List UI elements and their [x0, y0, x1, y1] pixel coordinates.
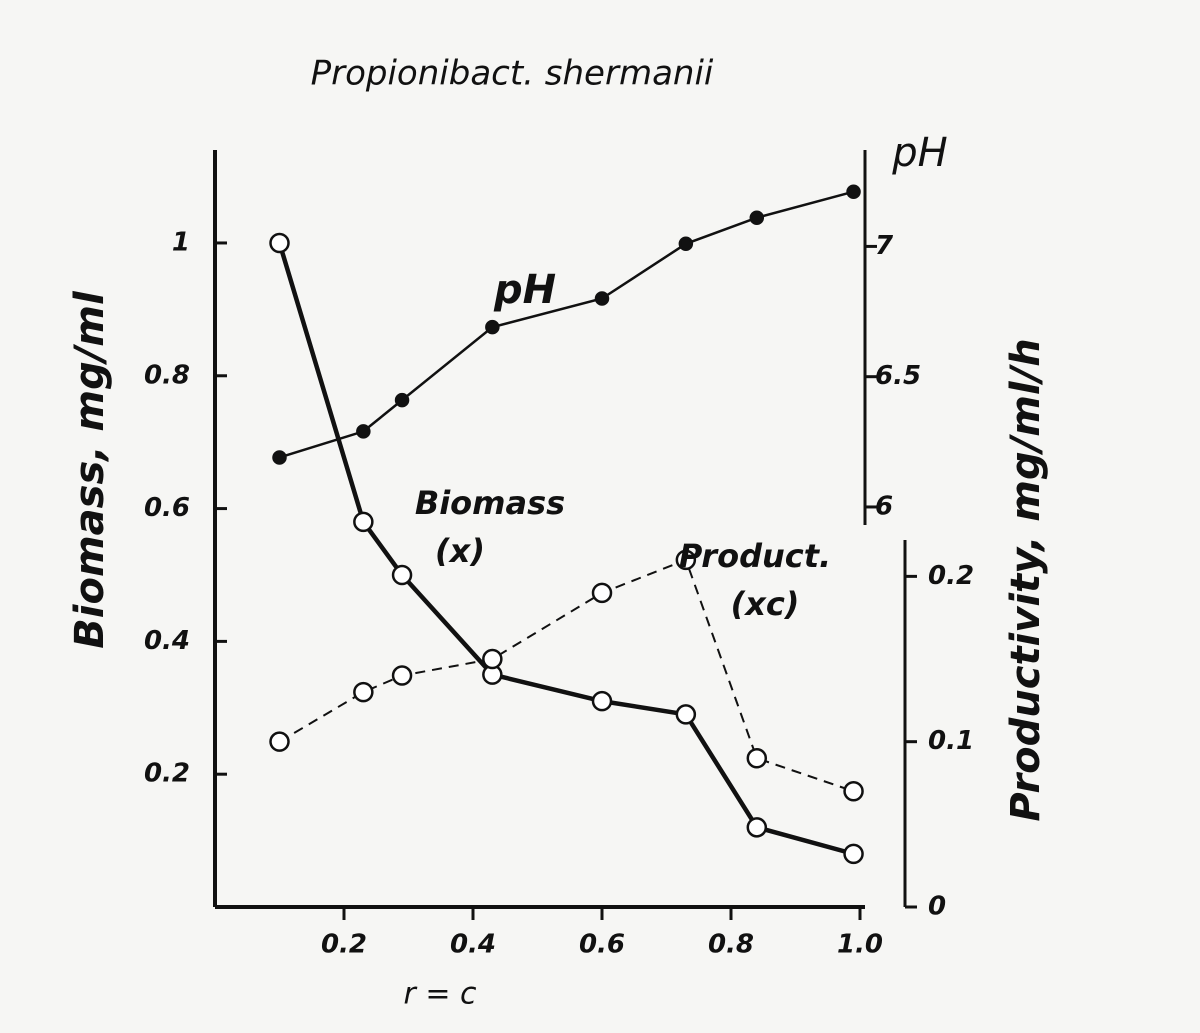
x-tick-label: 0.2 — [321, 930, 367, 960]
annotation: (xc) — [731, 585, 800, 623]
x-tick-label: 1.0 — [837, 930, 883, 960]
marker — [353, 681, 374, 703]
marker — [746, 747, 768, 769]
series-line — [277, 242, 855, 857]
marker — [356, 424, 371, 439]
x-axis-title: r = c — [403, 977, 477, 1012]
marker — [391, 665, 413, 686]
marker — [591, 690, 613, 712]
marker — [391, 564, 413, 586]
y3ticks-label: 0.2 — [928, 561, 974, 591]
marker — [269, 731, 290, 752]
y2ticks-label: 7 — [875, 231, 894, 261]
y-axis-title: Biomass, mg/ml — [67, 290, 113, 649]
y3ticks-label: 0 — [928, 892, 946, 922]
marker — [485, 319, 500, 335]
x-tick-label: 0.4 — [450, 930, 496, 960]
marker — [675, 704, 697, 725]
x-tick-label: 0.8 — [708, 930, 754, 960]
marker — [678, 236, 694, 252]
y3-axis-title: Productivity, mg/ml/h — [1003, 338, 1049, 821]
marker — [843, 781, 864, 802]
yticks-label: 1 — [172, 227, 190, 257]
x-tick-label: 0.6 — [579, 930, 625, 960]
marker — [272, 450, 287, 465]
marker — [843, 843, 864, 865]
marker — [846, 184, 861, 199]
marker — [594, 291, 610, 306]
yticks-label: 0.4 — [144, 626, 190, 656]
marker — [591, 582, 613, 604]
marker — [675, 549, 697, 571]
marker — [394, 392, 410, 408]
y2-axis-title: pH — [891, 130, 947, 176]
y3ticks-label: 0.1 — [928, 726, 974, 756]
marker — [749, 210, 765, 225]
series-line — [279, 190, 854, 459]
yticks-label: 0.6 — [144, 493, 190, 523]
marker — [269, 232, 290, 254]
annotation: (x) — [435, 532, 485, 570]
annotation: Biomass — [415, 484, 565, 522]
annotation: Product. — [679, 537, 831, 575]
y2ticks-label: 6.5 — [875, 361, 921, 391]
marker — [482, 648, 503, 670]
yticks-label: 0.8 — [144, 360, 190, 390]
marker — [746, 817, 768, 838]
y2ticks-label: 6 — [875, 491, 893, 521]
annotation: pH — [493, 267, 556, 313]
marker — [353, 511, 374, 533]
yticks-label: 0.2 — [144, 759, 190, 789]
chart-title: Propionibact. shermanii — [311, 54, 714, 94]
